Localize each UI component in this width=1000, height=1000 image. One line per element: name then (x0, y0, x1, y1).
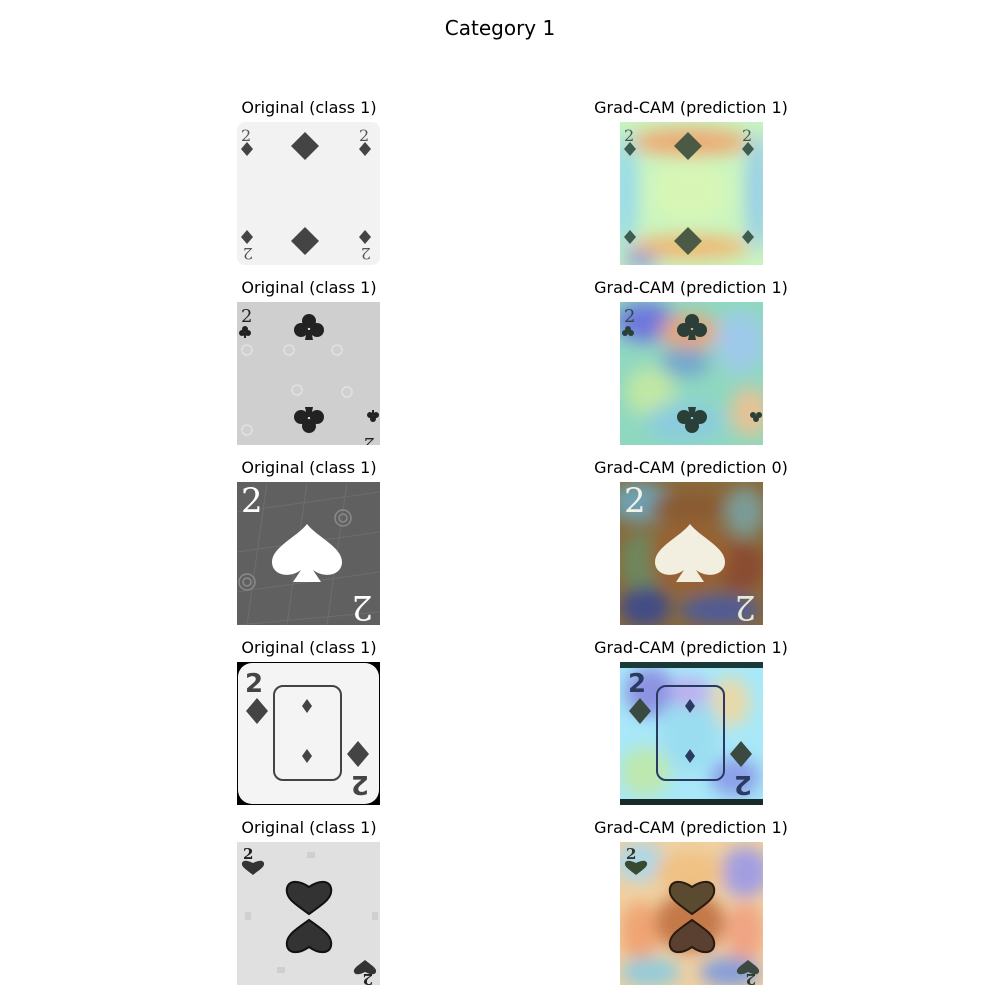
gradcam-title: Grad-CAM (prediction 1) (594, 278, 788, 297)
original-title: Original (class 1) (241, 98, 377, 117)
svg-text:2: 2 (241, 126, 251, 145)
svg-text:2: 2 (351, 587, 373, 625)
gradcam-image-row-5: 2 2 (620, 842, 763, 985)
svg-text:2: 2 (243, 845, 253, 863)
gradcam-title: Grad-CAM (prediction 1) (594, 98, 788, 117)
gradcam-title: Grad-CAM (prediction 1) (594, 638, 788, 657)
svg-text:2: 2 (626, 845, 636, 863)
original-title: Original (class 1) (241, 278, 377, 297)
svg-text:2: 2 (624, 482, 646, 521)
original-image-row-1: 2 2 2 2 (237, 122, 380, 265)
svg-text:2: 2 (351, 769, 369, 799)
original-title: Original (class 1) (241, 818, 377, 837)
gradcam-title: Grad-CAM (prediction 0) (594, 458, 788, 477)
original-image-row-4: 2 2 (237, 662, 380, 805)
svg-text:2: 2 (241, 482, 263, 521)
svg-text:2: 2 (361, 244, 371, 263)
original-image-row-3: 2 2 (237, 482, 380, 625)
svg-text:2: 2 (734, 587, 756, 625)
svg-text:2: 2 (363, 970, 373, 985)
gradcam-image-row-2: 2 (620, 302, 763, 445)
gradcam-image-row-1: 2 2 (620, 122, 763, 265)
figure-title: Category 1 (444, 16, 556, 40)
svg-text:2: 2 (746, 970, 756, 985)
svg-text:2: 2 (742, 126, 752, 145)
svg-text:2: 2 (734, 769, 752, 799)
original-title: Original (class 1) (241, 458, 377, 477)
svg-text:2: 2 (624, 126, 634, 145)
gradcam-image-row-4: 2 2 (620, 662, 763, 805)
gradcam-title: Grad-CAM (prediction 1) (594, 818, 788, 837)
svg-text:2: 2 (624, 306, 635, 327)
svg-text:2: 2 (628, 669, 646, 699)
original-title: Original (class 1) (241, 638, 377, 657)
svg-text:2: 2 (364, 433, 375, 445)
svg-text:2: 2 (245, 669, 263, 699)
gradcam-image-row-3: 2 2 (620, 482, 763, 625)
svg-text:2: 2 (243, 244, 253, 263)
original-image-row-5: 2 2 (237, 842, 380, 985)
svg-text:2: 2 (359, 126, 369, 145)
svg-text:2: 2 (241, 306, 252, 327)
original-image-row-2: 2 2 (237, 302, 380, 445)
